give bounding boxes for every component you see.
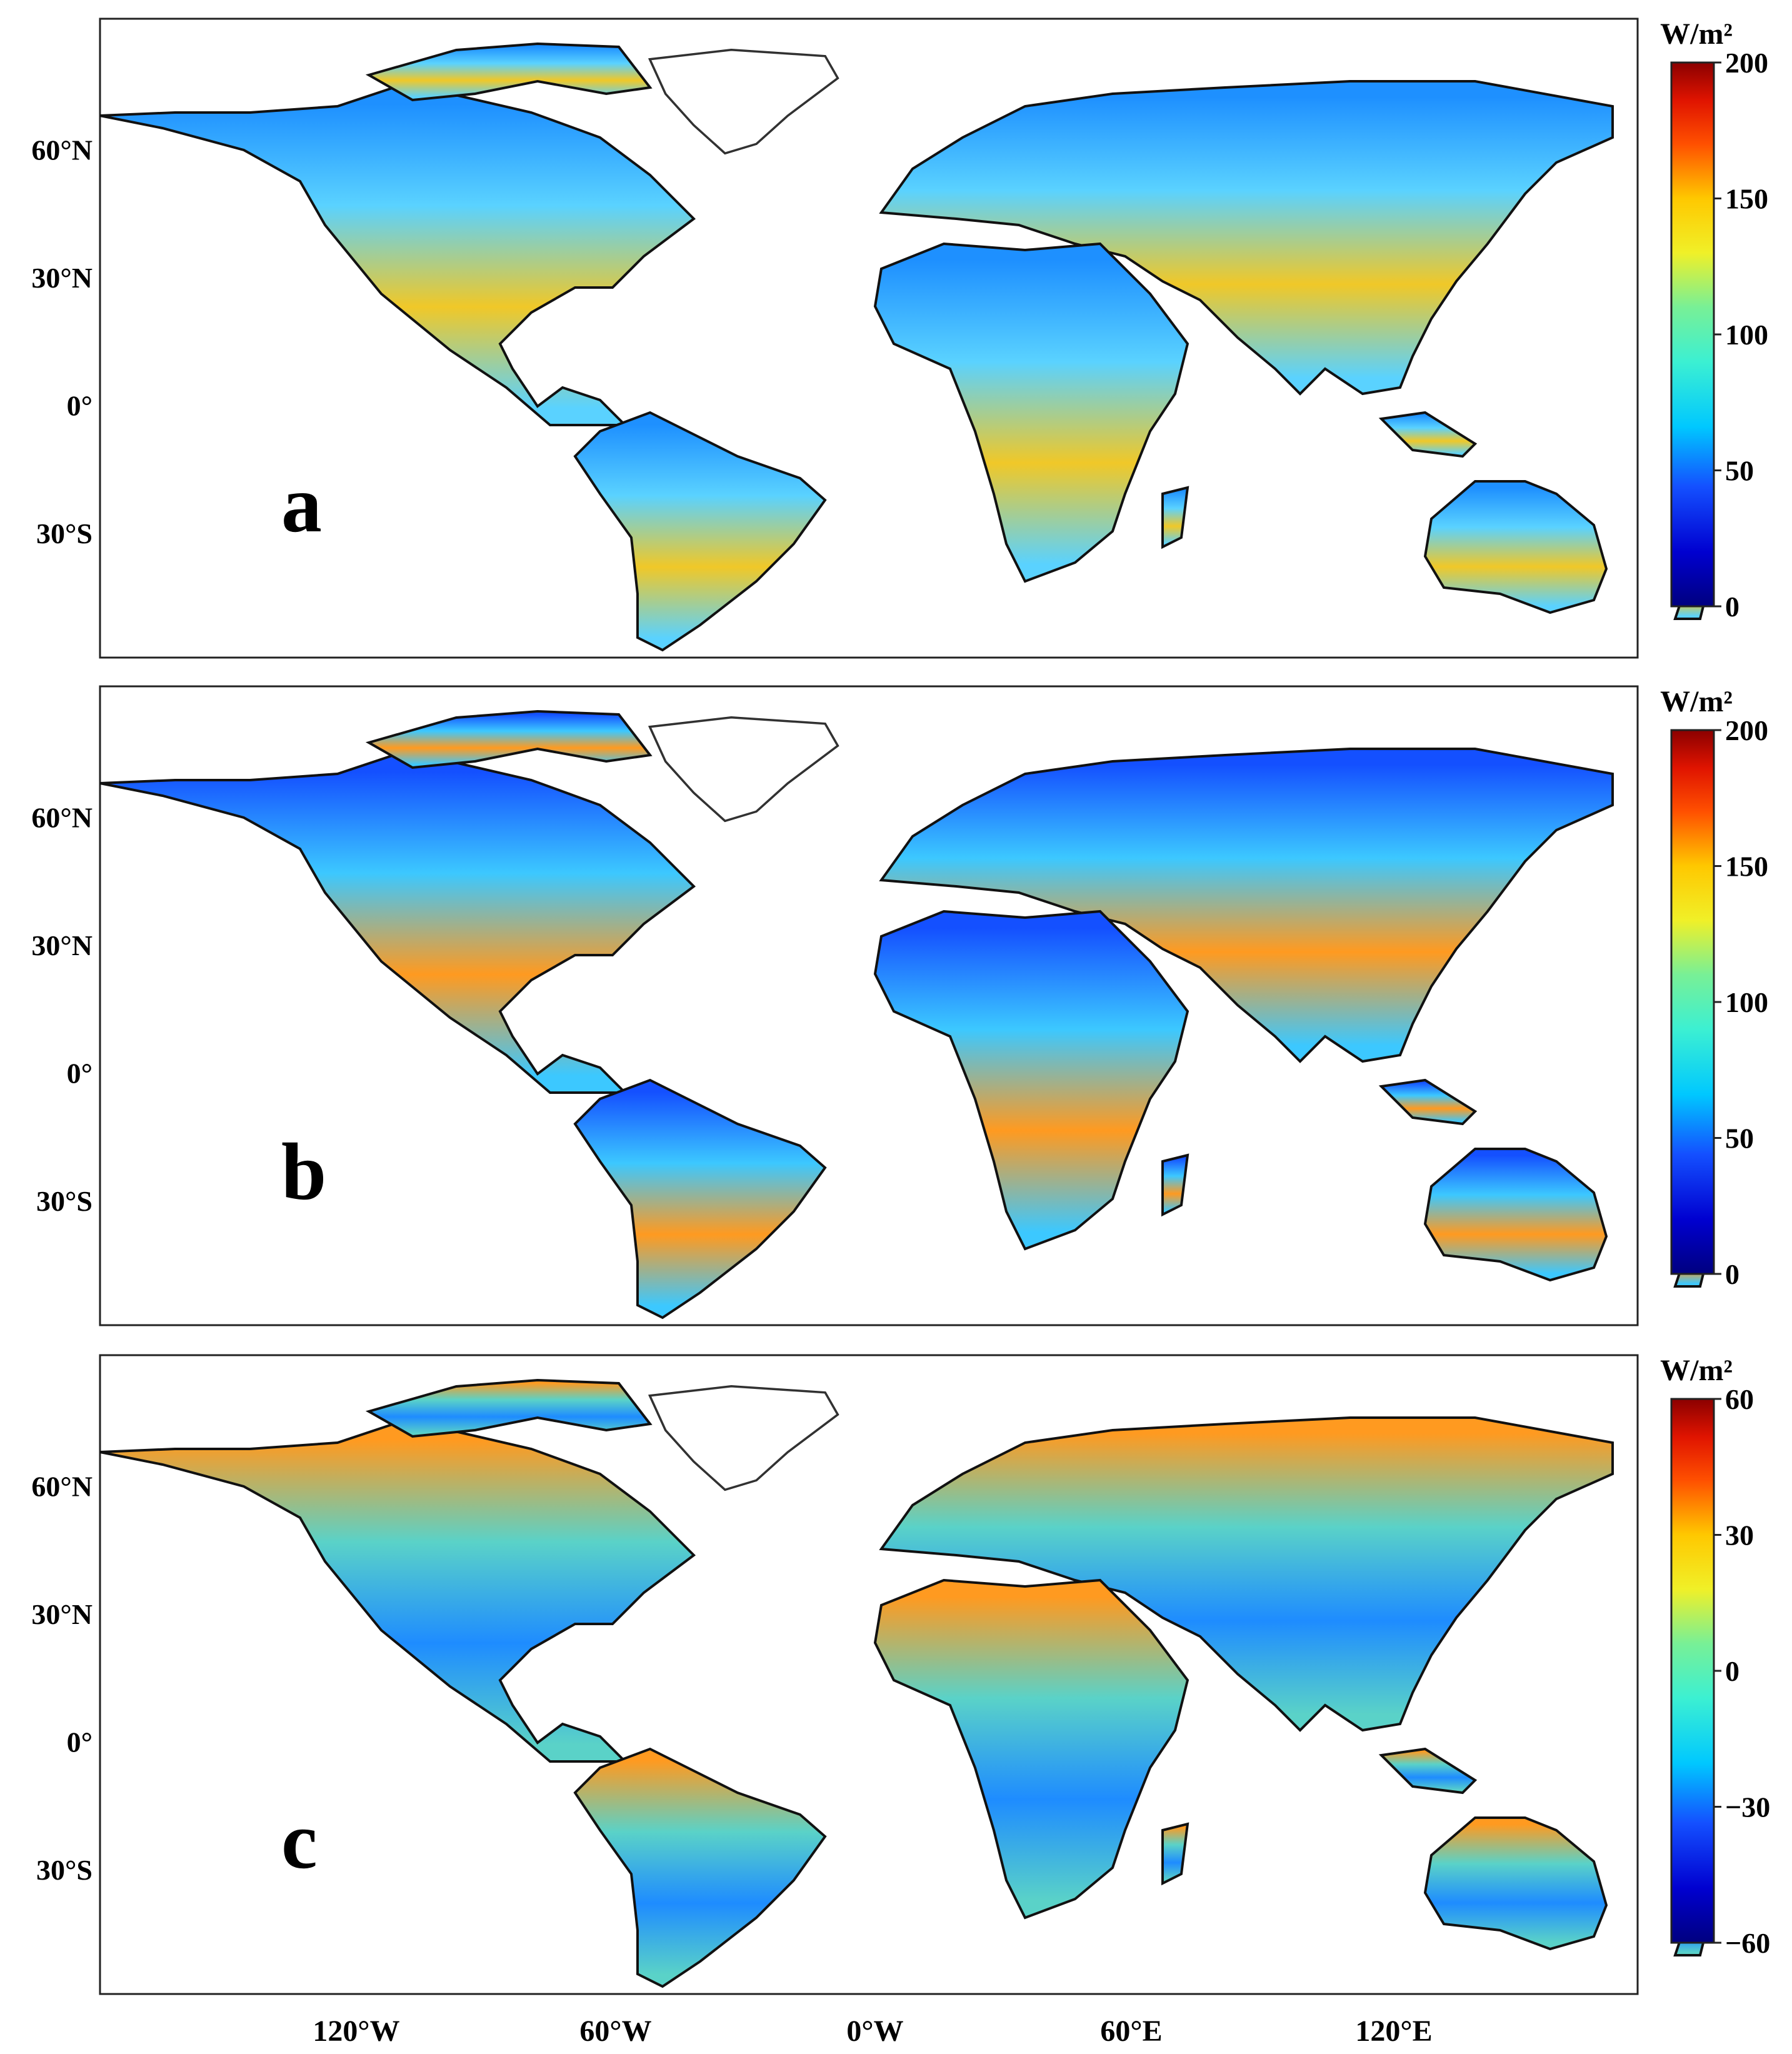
lat-label: 0° (67, 1057, 93, 1089)
colorbar-tick-label: 100 (1725, 319, 1768, 351)
colorbar-tick-label: 0 (1725, 1655, 1739, 1687)
colorbar-tick-label: 200 (1725, 714, 1768, 746)
colorbar-tick-label: 30 (1725, 1520, 1754, 1551)
colorbar (1670, 61, 1715, 608)
lon-label: 0°W (846, 2015, 903, 2048)
colorbar-tick-label: 150 (1725, 851, 1768, 883)
colorbar-tick-label: −60 (1725, 1927, 1770, 1959)
colorbar-tick-label: 200 (1725, 47, 1768, 79)
panel-letter: a (281, 459, 322, 549)
land-raster (99, 710, 1714, 1319)
colorbar-tick-label: 0 (1725, 591, 1739, 623)
colorbar (1670, 1398, 1715, 1944)
colorbar-tick-label: 50 (1725, 1123, 1754, 1155)
panel-letter: b (281, 1127, 326, 1217)
lat-label: 60°N (31, 802, 93, 834)
colorbar-tick-label: 60 (1725, 1383, 1754, 1415)
lon-label: 120°W (313, 2015, 399, 2048)
lon-label: 120°E (1355, 2015, 1432, 2048)
lat-label: 60°N (31, 134, 93, 166)
colorbar-tick-label: 50 (1725, 455, 1754, 487)
lat-label: 30°S (36, 1854, 93, 1886)
land-raster (99, 1379, 1714, 1988)
greenland-ice (648, 716, 839, 822)
lat-label: 30°S (36, 518, 93, 549)
greenland-ice (648, 49, 839, 154)
lon-label: 60°W (579, 2015, 651, 2048)
lat-label: 30°N (31, 1598, 93, 1630)
colorbar-unit: W/m² (1660, 685, 1733, 718)
lat-label: 60°N (31, 1471, 93, 1503)
longitude-axis: 120°W 60°W 0°W 60°E 120°E (313, 2015, 1432, 2048)
colorbar-tick-label: 0 (1725, 1258, 1739, 1290)
lat-label: 0° (67, 389, 93, 421)
colorbar (1670, 729, 1715, 1275)
colorbar-tick-label: 100 (1725, 986, 1768, 1018)
colorbar-unit: W/m² (1660, 18, 1733, 51)
land-raster (99, 43, 1714, 651)
lat-label: 30°N (31, 262, 93, 294)
lat-label: 30°S (36, 1185, 93, 1217)
colorbar-tick-label: 150 (1725, 183, 1768, 215)
colorbar-tick-label: −30 (1725, 1791, 1770, 1823)
lat-label: 30°N (31, 929, 93, 961)
panel-letter: c (281, 1796, 318, 1886)
lon-label: 60°E (1100, 2015, 1162, 2048)
greenland-ice (648, 1385, 839, 1491)
lat-label: 0° (67, 1726, 93, 1758)
colorbar-unit: W/m² (1660, 1354, 1733, 1387)
